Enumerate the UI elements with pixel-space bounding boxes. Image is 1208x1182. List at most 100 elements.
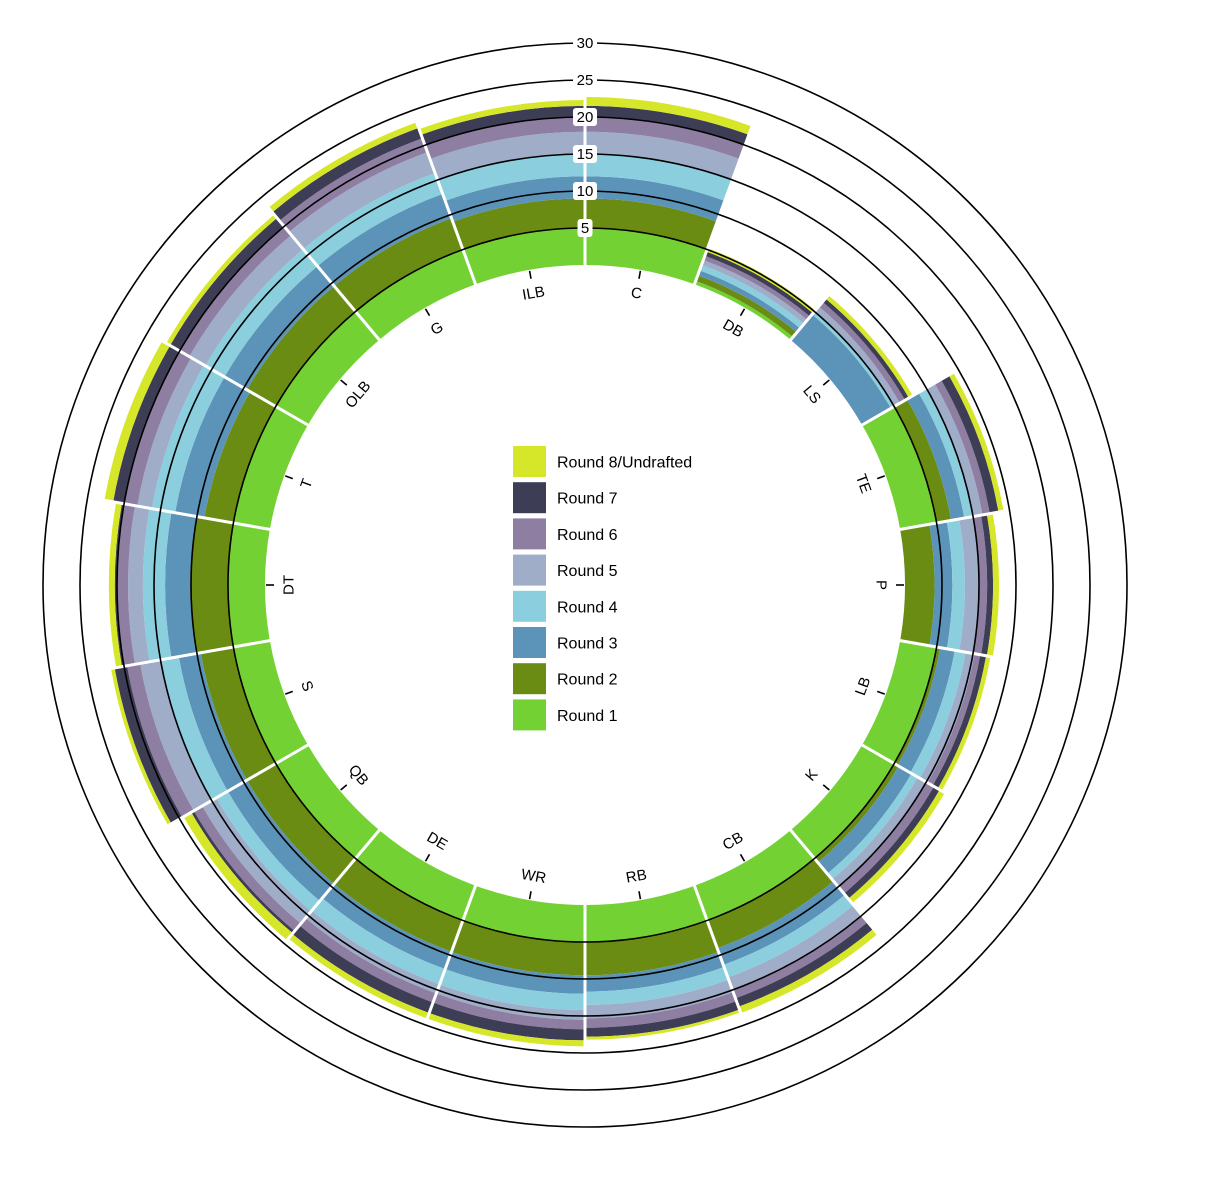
category-labels-layer: C DB LS TE P LB K CB RB WR DE QB S DT T OLB G ILB [266,270,904,900]
segment-lb-round-4 [910,650,966,779]
segment-s-round-8-undrafted [110,667,172,826]
segment-ls-round-5 [814,306,900,407]
segment-g-round-5 [288,152,436,250]
segment-de-round-2 [334,858,463,952]
category-label-ls: LS [799,382,824,407]
segment-k-round-1 [790,745,895,859]
ring-label-30: 30 [577,35,594,52]
segment-c-round-3 [585,176,725,222]
separator-line [264,827,382,967]
ring-label-25: 25 [577,72,594,89]
separator-line [413,883,478,1052]
segment-p-round-3 [929,521,953,649]
segment-te-round-4 [918,388,974,519]
segment-k-round-3 [817,766,912,874]
category-tick [340,379,348,386]
segment-dt-round-2 [191,516,234,654]
segment-k-round-7 [843,786,940,899]
segment-ls-round-8-undrafted [825,295,913,398]
segment-c-round-6 [585,117,746,160]
segment-k-round-4 [827,773,918,880]
category-label-db: DB [720,316,747,341]
segment-cb-round-6 [732,914,868,999]
segment-g-round-8-undrafted [268,122,419,213]
segment-olb-round-3 [224,266,335,390]
segment-p-round-5 [959,516,979,654]
legend-label: Round 4 [557,599,618,616]
segment-g-round-6 [279,138,428,233]
segment-t-round-1 [233,406,308,530]
segment-wr-round-7 [429,1002,585,1041]
category-label-ilb: ILB [521,283,546,304]
separator-line [788,827,906,967]
separator-line [154,742,311,835]
segment-db-round-3 [697,270,801,333]
separator-line [897,638,1075,673]
legend-label: Round 1 [557,708,618,725]
legend-swatch-round-4 [513,590,546,622]
category-label-g: G [428,318,447,339]
separator-line [413,118,478,287]
segment-t-round-6 [124,351,192,507]
segment-cb-round-4 [723,894,854,978]
ring-label-5: 5 [581,220,589,237]
category-tick [284,475,294,480]
segment-t-round-4 [151,365,225,513]
ring-label-20: 20 [577,109,594,126]
segment-ilb-round-1 [462,228,585,285]
category-tick [638,270,642,279]
separator-line [788,203,906,343]
segment-wr-round-2 [451,920,585,976]
segment-c-round-1 [585,228,708,285]
category-tick [424,853,431,862]
segment-cb-round-5 [727,904,862,990]
legend-swatch-round-6 [513,518,546,550]
legend-label: Round 6 [557,527,618,544]
category-label-rb: RB [625,866,648,886]
segment-dt-round-3 [165,512,197,658]
category-tick [528,270,532,279]
segment-t-round-5 [137,357,205,509]
segment-qb-round-1 [275,745,380,859]
ring-label-bg [573,71,597,89]
segment-dt-round-5 [128,505,150,665]
legend-label: Round 3 [557,636,618,653]
segment-k-round-2 [814,763,899,863]
segment-p-round-7 [981,514,994,656]
segment-wr-round-5 [436,984,585,1020]
segment-g-round-2 [334,218,463,312]
category-label-dt: DT [281,575,298,595]
segment-dt-round-8-undrafted [108,502,122,668]
segment-rb-round-6 [585,992,737,1028]
segment-rb-round-8-undrafted [585,1009,741,1040]
legend-swatch-round-1 [513,699,546,731]
category-label-c: C [630,284,644,303]
segment-wr-round-4 [439,969,585,1011]
separator-line [95,497,273,532]
segment-p-round-4 [946,519,965,651]
segment-k-round-5 [832,777,927,887]
segment-te-round-1 [862,406,937,530]
ring-label-10: 10 [577,183,594,200]
segment-wr-round-8-undrafted [427,1012,585,1047]
segment-ilb-round-5 [429,131,585,180]
legend-label: Round 8/Undrafted [557,455,692,472]
category-tick [528,891,532,900]
segment-qb-round-6 [193,806,301,932]
segment-s-round-2 [200,646,276,781]
segment-olb-round-6 [179,226,292,357]
segment-ilb-round-4 [437,154,585,201]
category-label-s: S [297,679,316,694]
separator-line [897,497,1075,532]
category-label-de: DE [424,829,451,854]
segment-s-round-6 [127,663,194,818]
segment-g-round-4 [303,173,443,267]
category-tick [340,784,348,791]
segment-olb-round-7 [170,217,285,351]
segment-rb-round-4 [585,967,729,1005]
segment-rb-round-7 [585,1001,740,1037]
segment-c-round-2 [585,198,718,250]
segment-rb-round-2 [585,920,719,976]
